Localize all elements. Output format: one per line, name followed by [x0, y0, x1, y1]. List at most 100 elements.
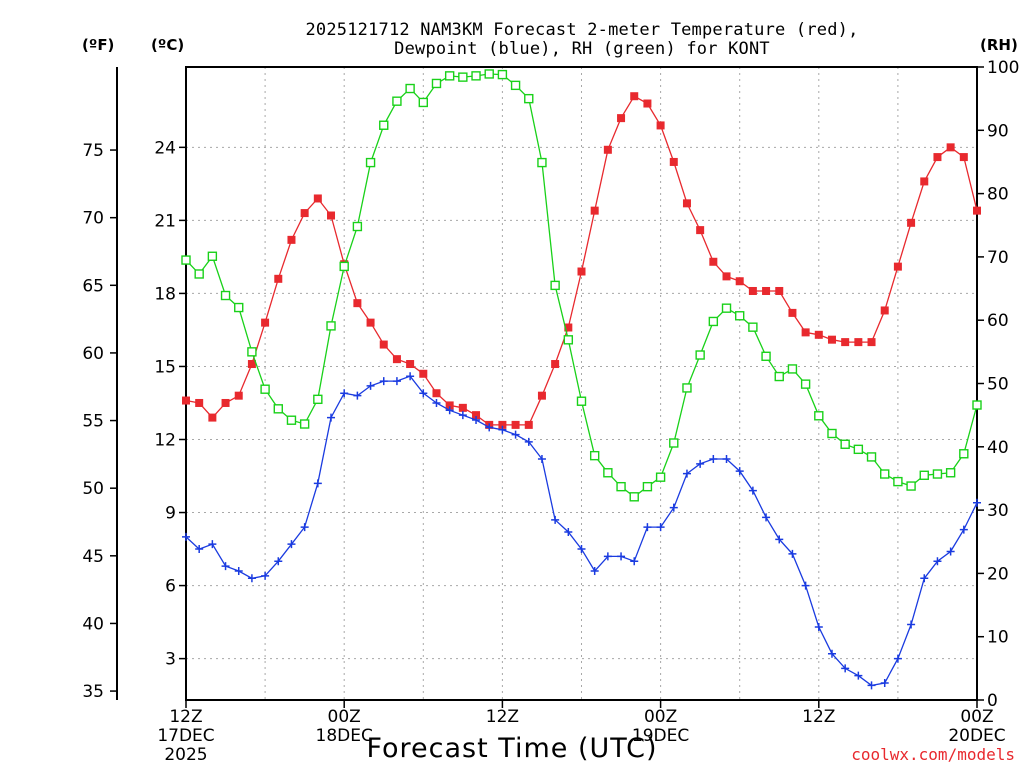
dewpoint-point: [696, 459, 705, 468]
dewpoint-point: [590, 566, 599, 575]
dewpoint-point: [445, 406, 454, 415]
rh-point: [181, 255, 191, 265]
plot-frame: [185, 66, 978, 701]
rh-point: [787, 364, 798, 374]
rh-point: [418, 97, 428, 108]
rh-tick-label: 70: [987, 248, 1009, 268]
rh-point: [893, 476, 903, 487]
dewpoint-point: [432, 398, 441, 407]
temperature-point: [313, 194, 322, 203]
temperature-point: [748, 286, 757, 295]
dewpoint-point: [893, 654, 902, 663]
dewpoint-point: [617, 552, 626, 561]
fahrenheit-tick-label: 75: [82, 141, 104, 161]
dewpoint-point: [208, 540, 217, 549]
temperature-point: [472, 411, 481, 420]
dewpoint-point: [630, 557, 639, 566]
rh-point: [840, 439, 850, 449]
temperature-point: [933, 153, 942, 162]
rh-point: [919, 470, 929, 480]
dewpoint-point: [973, 498, 981, 507]
rh-point: [313, 394, 323, 405]
dewpoint-point: [287, 540, 296, 549]
rh-point: [510, 80, 521, 91]
rh-point: [603, 468, 613, 478]
temperature-point: [854, 338, 863, 347]
dewpoint-point: [775, 535, 784, 544]
rh-point: [537, 157, 547, 168]
rh-point: [814, 411, 824, 421]
dewpoint-point: [564, 528, 573, 537]
rh-tick-label: 10: [987, 628, 1009, 648]
temperature-point: [524, 420, 533, 429]
dewpoint-point: [537, 454, 546, 463]
celsius-tick-label: 12: [154, 430, 176, 450]
fahrenheit-tick-label: 35: [82, 682, 104, 702]
x-tick-label: 00Z: [644, 707, 677, 727]
temperature-point: [564, 323, 573, 332]
rh-point: [286, 415, 297, 425]
dewpoint-point: [682, 469, 691, 478]
celsius-tick-label: 24: [154, 138, 176, 158]
dewpoint-point: [261, 571, 270, 580]
rh-point: [220, 290, 231, 301]
dewpoint-point: [340, 389, 349, 398]
dewpoint-point: [524, 437, 533, 446]
dewpoint-point: [419, 389, 428, 398]
rh-point: [260, 384, 270, 394]
rh-point: [207, 251, 218, 261]
temperature-point: [880, 306, 889, 315]
rh-point: [945, 468, 956, 478]
x-tick-label: 17DEC: [157, 726, 214, 746]
rh-point: [880, 469, 890, 479]
dewpoint-point: [458, 411, 467, 420]
temperature-point: [630, 92, 639, 101]
credit-link[interactable]: coolwx.com/models: [851, 745, 1015, 764]
temperature-point: [907, 218, 916, 227]
temperature-point: [274, 274, 283, 283]
dewpoint-point: [353, 391, 362, 400]
temperature-point: [353, 299, 362, 308]
x-tick-label: 12Z: [486, 707, 519, 727]
temperature-point: [551, 360, 560, 369]
x-tick-label: 20DEC: [948, 726, 1005, 746]
rh-point: [431, 78, 442, 89]
dewpoint-point: [880, 678, 889, 687]
temperature-point: [300, 209, 309, 218]
temperature-point: [788, 308, 797, 317]
fahrenheit-tick-label: 50: [82, 479, 104, 499]
dewpoint-point: [907, 620, 916, 629]
rh-point: [866, 452, 877, 462]
rh-point: [589, 450, 600, 461]
temperature-point: [234, 391, 243, 400]
dewpoint-point: [709, 454, 718, 463]
x-tick-label: 12Z: [169, 707, 202, 727]
dewpoint-point: [788, 549, 797, 558]
rh-point: [972, 400, 982, 410]
celsius-tick-label: 9: [165, 504, 176, 524]
temperature-point: [392, 355, 401, 364]
celsius-tick-label: 21: [154, 211, 176, 231]
x-tick-label: 19DEC: [632, 726, 689, 746]
temperature-point: [327, 211, 336, 220]
dewpoint-point: [247, 574, 256, 583]
rh-point: [959, 449, 969, 459]
temperature-point: [682, 199, 691, 208]
dewpoint-point: [827, 649, 836, 658]
dewpoint-point: [920, 574, 929, 583]
fahrenheit-tick-label: 55: [82, 412, 104, 432]
rh-tick-label: 90: [987, 121, 1009, 141]
temperature-point: [195, 398, 204, 407]
rh-point: [616, 481, 626, 492]
dewpoint-point: [221, 562, 230, 571]
dewpoint-point: [366, 381, 375, 390]
rh-point: [484, 69, 494, 79]
rh-tick-label: 0: [987, 691, 998, 711]
temperature-point: [366, 318, 375, 327]
dewpoint-point: [867, 681, 876, 690]
x-tick-label: 00Z: [328, 707, 361, 727]
rh-point: [273, 404, 283, 414]
rh-point: [352, 221, 363, 232]
dewpoint-point: [801, 581, 810, 590]
